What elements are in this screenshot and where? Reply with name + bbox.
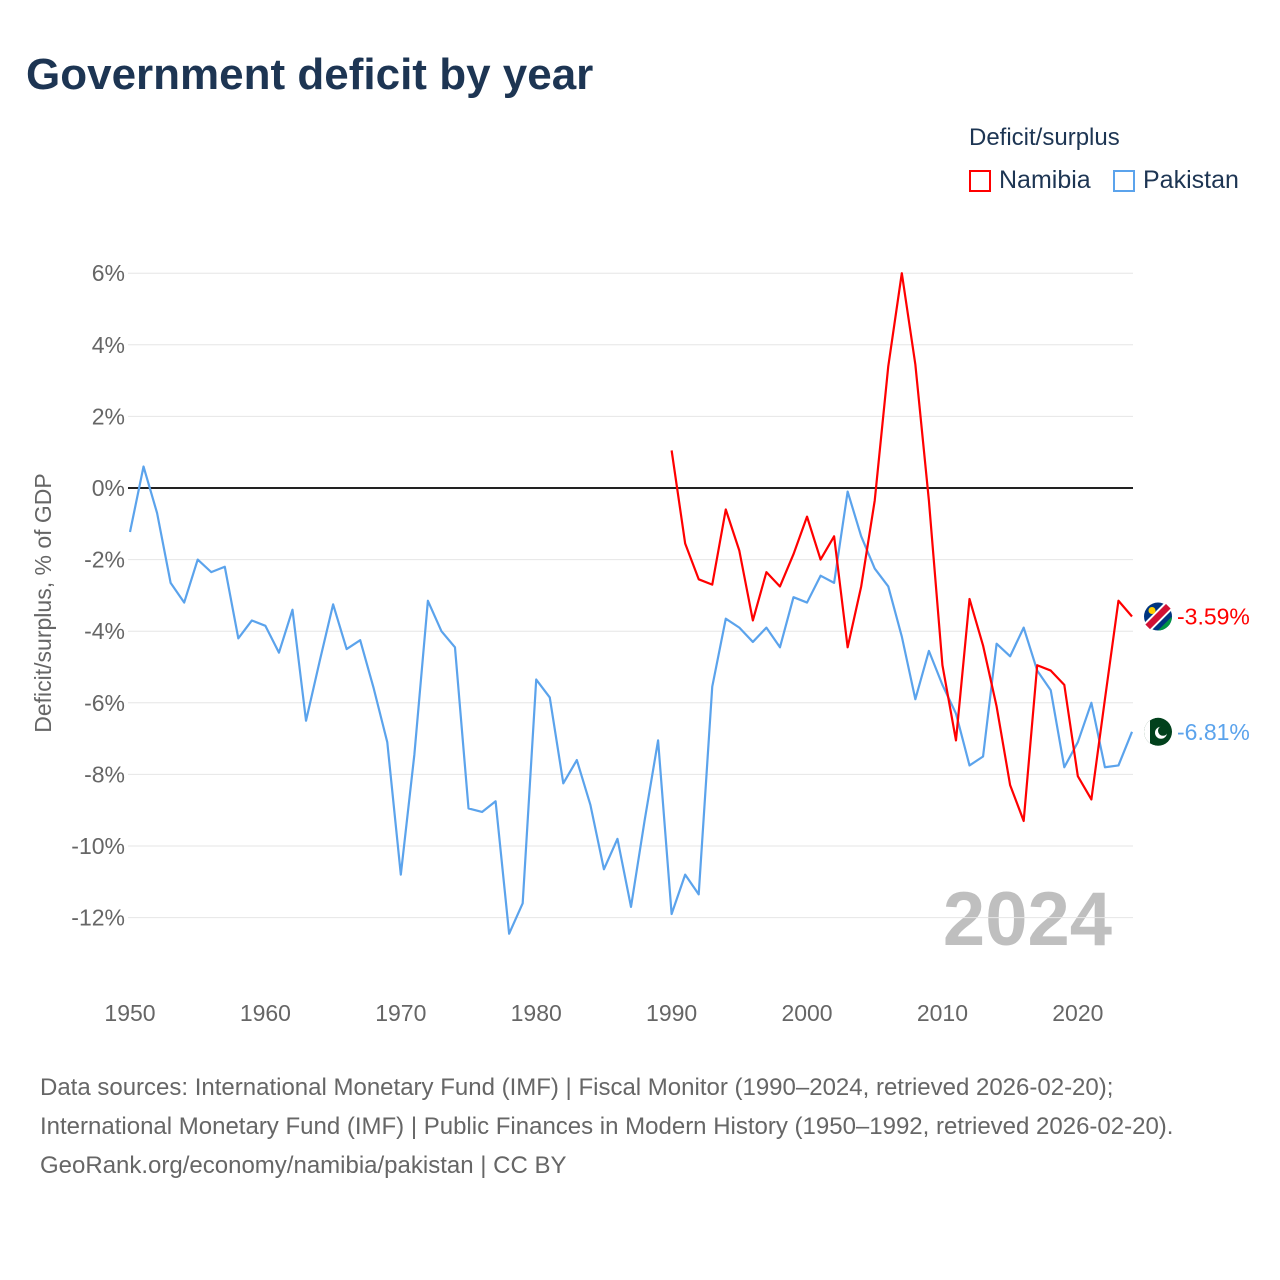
flag-sun: [1148, 607, 1156, 615]
y-tick-label: -2%: [84, 547, 125, 573]
year-annotation: 2024: [943, 877, 1112, 962]
legend-title: Deficit/surplus: [969, 124, 1120, 151]
flag-white: [1144, 717, 1158, 746]
x-tick-label: 1980: [511, 1000, 562, 1026]
chart-area: 2024 Deficit/surplus, % of GDP 6% 4% 2% 0% -…: [30, 260, 1250, 1026]
flag-green: [1158, 616, 1172, 631]
legend-swatch-namibia: [969, 169, 991, 192]
x-tick-label: 2000: [781, 1000, 832, 1026]
x-tick-label: 1950: [104, 1000, 155, 1026]
y-tick-label: -10%: [71, 833, 125, 859]
y-tick-label: 4%: [92, 332, 125, 358]
credit-link[interactable]: GeoRank.org/economy/namibia/pakistan | C…: [40, 1152, 567, 1179]
chart-title: Government deficit by year: [26, 50, 594, 99]
legend-item-pakistan[interactable]: Pakistan: [1113, 166, 1239, 195]
flag-pakistan-icon: [1144, 717, 1172, 746]
flag-crescent-cut: [1158, 725, 1168, 736]
y-tick-label: 2%: [92, 403, 125, 429]
x-tick-label: 1990: [646, 1000, 697, 1026]
x-tick-label: 2010: [917, 1000, 968, 1026]
y-tick-label: -8%: [84, 761, 125, 787]
end-label-pakistan: -6.81%: [1177, 719, 1250, 745]
flag-namibia-icon: [1142, 601, 1174, 632]
y-tick-label: -6%: [84, 690, 125, 716]
y-tick-label: -12%: [71, 905, 125, 931]
series-line-namibia: [670, 272, 1133, 823]
data-sources: Data sources: International Monetary Fun…: [40, 1074, 1174, 1140]
y-tick-label: 0%: [92, 475, 125, 501]
end-label-namibia: -3.59%: [1177, 604, 1250, 630]
legend-label: Pakistan: [1143, 166, 1239, 194]
x-tick-label: 1970: [375, 1000, 426, 1026]
legend-swatch-pakistan: [1113, 169, 1135, 192]
y-tick-label: 6%: [92, 260, 125, 286]
x-tick-label: 2020: [1052, 1000, 1103, 1026]
flag-stripe: [1142, 601, 1174, 632]
legend-item-namibia[interactable]: Namibia: [969, 166, 1091, 195]
series-line-pakistan: [128, 465, 1134, 935]
legend-label: Namibia: [999, 166, 1091, 194]
y-axis-label: Deficit/surplus, % of GDP: [30, 473, 56, 732]
footer: Data sources: International Monetary Fun…: [40, 1068, 1240, 1185]
x-tick-label: 1960: [240, 1000, 291, 1026]
y-tick-label: -4%: [84, 618, 125, 644]
